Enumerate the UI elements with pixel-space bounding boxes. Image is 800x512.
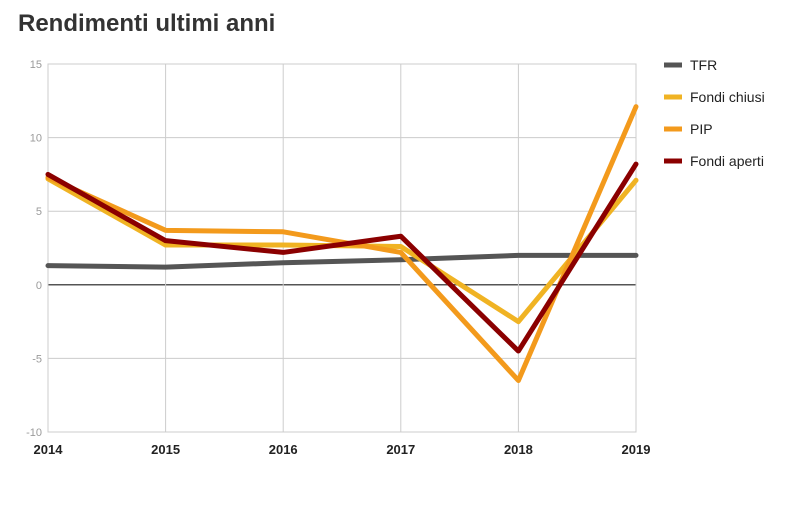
legend-label-fondi-aperti: Fondi aperti bbox=[690, 153, 764, 169]
x-tick-label: 2017 bbox=[386, 442, 415, 457]
y-tick-label: -10 bbox=[26, 427, 42, 439]
y-tick-label: 0 bbox=[36, 280, 42, 292]
y-tick-label: 15 bbox=[30, 59, 42, 71]
chart-title: Rendimenti ultimi anni bbox=[18, 10, 276, 37]
tick-layer: -10 -5 0 5 10 15 2014 2015 2016 2017 2018 2019 bbox=[26, 59, 650, 457]
y-tick-label: -5 bbox=[32, 353, 42, 365]
x-tick-label: 2015 bbox=[151, 442, 180, 457]
series-layer bbox=[45, 104, 639, 383]
y-tick-label: 5 bbox=[36, 206, 42, 218]
series-line-tfr bbox=[45, 252, 639, 270]
legend-label-pip: PIP bbox=[690, 121, 713, 137]
series-line-fondi-aperti bbox=[45, 161, 639, 354]
x-tick-label: 2016 bbox=[269, 442, 298, 457]
legend-label-fondi-chiusi: Fondi chiusi bbox=[690, 89, 765, 105]
y-tick-label: 10 bbox=[30, 133, 42, 145]
legend-label-tfr: TFR bbox=[690, 57, 717, 73]
x-tick-label: 2014 bbox=[34, 442, 64, 457]
x-tick-label: 2019 bbox=[622, 442, 651, 457]
x-tick-label: 2018 bbox=[504, 442, 533, 457]
legend: TFR Fondi chiusi PIP Fondi aperti bbox=[664, 57, 765, 169]
